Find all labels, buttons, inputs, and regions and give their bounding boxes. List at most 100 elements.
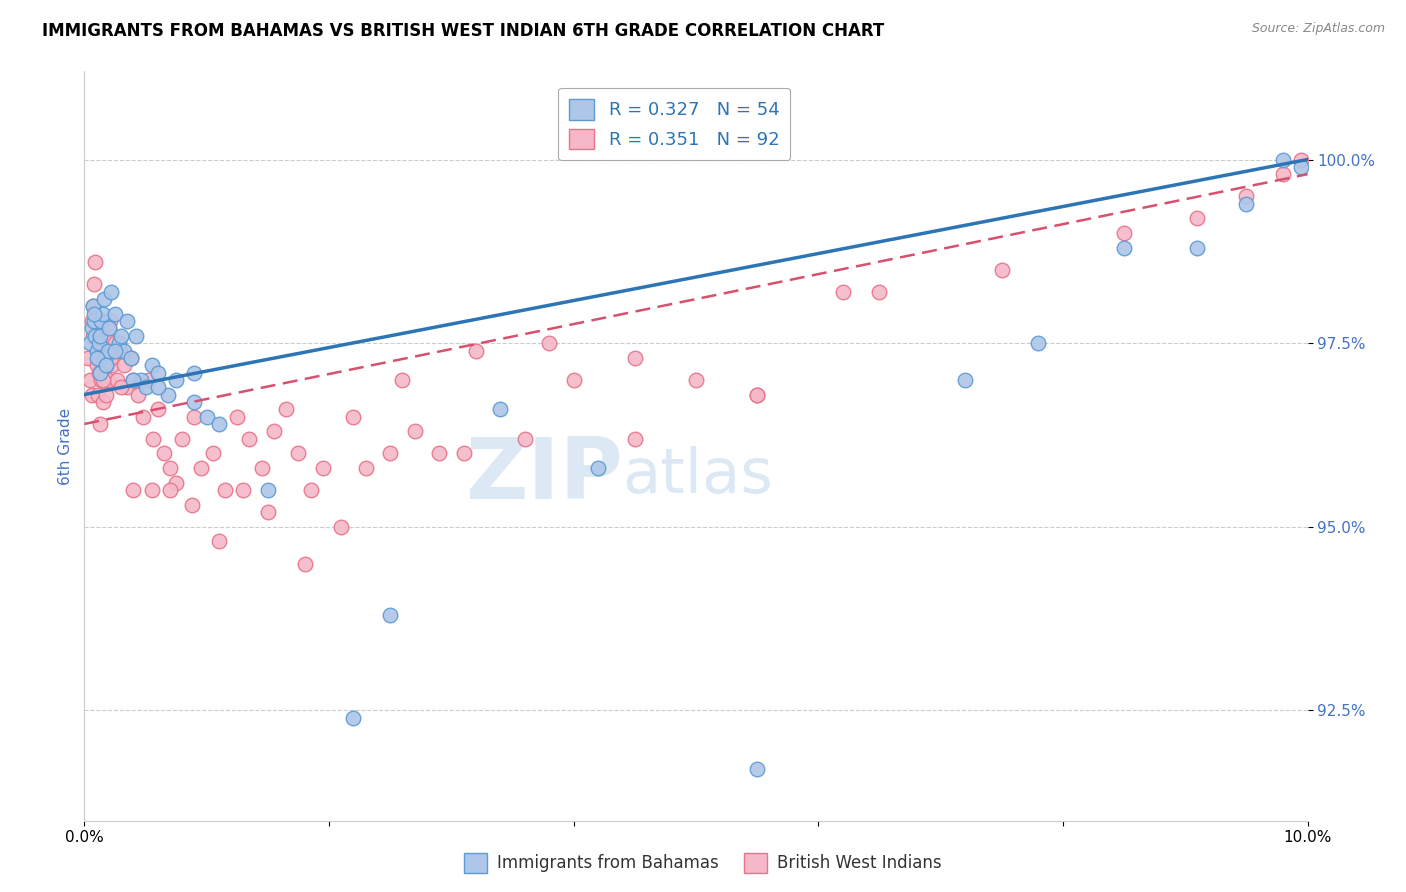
Point xyxy=(562,373,585,387)
Point xyxy=(380,446,402,460)
Point xyxy=(91,373,114,387)
Point xyxy=(79,373,101,387)
Text: Source: ZipAtlas.com: Source: ZipAtlas.com xyxy=(1251,22,1385,36)
Legend: Immigrants from Bahamas, British West Indians: Immigrants from Bahamas, British West In… xyxy=(457,847,949,880)
Point xyxy=(104,343,127,358)
Point xyxy=(93,351,115,365)
Point xyxy=(91,307,114,321)
Point xyxy=(159,483,181,497)
Point xyxy=(94,321,117,335)
Point xyxy=(83,277,105,292)
Point xyxy=(97,373,120,387)
Point xyxy=(84,255,107,269)
Point xyxy=(94,351,117,365)
Point xyxy=(201,446,224,460)
Point xyxy=(110,380,132,394)
Point xyxy=(97,343,120,358)
Point xyxy=(90,373,112,387)
Point xyxy=(312,461,335,475)
Point xyxy=(165,373,187,387)
Point xyxy=(79,336,101,351)
Point xyxy=(453,446,475,460)
Point xyxy=(953,373,976,387)
Point xyxy=(263,425,285,439)
Point xyxy=(107,336,129,351)
Point xyxy=(380,607,402,622)
Point xyxy=(1272,167,1295,181)
Point xyxy=(141,483,163,497)
Point xyxy=(112,343,135,358)
Text: atlas: atlas xyxy=(623,446,773,506)
Point xyxy=(122,373,145,387)
Point xyxy=(115,314,138,328)
Point xyxy=(82,328,104,343)
Point xyxy=(1236,189,1258,203)
Point xyxy=(132,409,155,424)
Point xyxy=(135,380,157,394)
Text: ZIP: ZIP xyxy=(465,434,623,517)
Point xyxy=(208,417,231,431)
Point xyxy=(120,351,142,365)
Point xyxy=(104,336,127,351)
Point xyxy=(91,395,114,409)
Point xyxy=(86,314,108,328)
Point xyxy=(342,409,364,424)
Point xyxy=(869,285,891,299)
Point xyxy=(83,314,105,328)
Point xyxy=(427,446,450,460)
Point xyxy=(1028,336,1050,351)
Point xyxy=(747,387,769,401)
Point xyxy=(257,505,280,519)
Point xyxy=(685,373,707,387)
Point xyxy=(991,262,1014,277)
Point xyxy=(80,321,103,335)
Point xyxy=(538,336,561,351)
Text: IMMIGRANTS FROM BAHAMAS VS BRITISH WEST INDIAN 6TH GRADE CORRELATION CHART: IMMIGRANTS FROM BAHAMAS VS BRITISH WEST … xyxy=(42,22,884,40)
Point xyxy=(156,387,179,401)
Point xyxy=(232,483,254,497)
Point xyxy=(96,358,118,372)
Point xyxy=(115,380,138,394)
Point xyxy=(1187,211,1209,226)
Point xyxy=(89,343,111,358)
Point xyxy=(624,432,647,446)
Point xyxy=(122,373,145,387)
Point xyxy=(153,446,176,460)
Point xyxy=(190,461,212,475)
Point xyxy=(172,432,194,446)
Point xyxy=(125,328,148,343)
Point xyxy=(105,373,128,387)
Point xyxy=(120,351,142,365)
Point xyxy=(1291,153,1313,167)
Point xyxy=(87,336,110,351)
Point xyxy=(110,328,132,343)
Point xyxy=(93,292,115,306)
Point xyxy=(89,328,111,343)
Point xyxy=(86,358,108,372)
Point xyxy=(87,387,110,401)
Point xyxy=(83,307,105,321)
Point xyxy=(1114,226,1136,240)
Point xyxy=(159,461,181,475)
Point xyxy=(513,432,536,446)
Point xyxy=(96,358,118,372)
Point xyxy=(404,425,426,439)
Point xyxy=(831,285,853,299)
Point xyxy=(183,395,205,409)
Y-axis label: 6th Grade: 6th Grade xyxy=(58,408,73,484)
Point xyxy=(1236,196,1258,211)
Point xyxy=(294,557,316,571)
Point xyxy=(82,300,104,314)
Point xyxy=(136,373,159,387)
Point xyxy=(276,402,298,417)
Point xyxy=(100,328,122,343)
Point xyxy=(257,483,280,497)
Point xyxy=(287,446,309,460)
Point xyxy=(80,387,103,401)
Point xyxy=(226,409,249,424)
Point xyxy=(181,498,204,512)
Point xyxy=(747,387,769,401)
Point xyxy=(122,483,145,497)
Point xyxy=(195,409,218,424)
Point xyxy=(84,328,107,343)
